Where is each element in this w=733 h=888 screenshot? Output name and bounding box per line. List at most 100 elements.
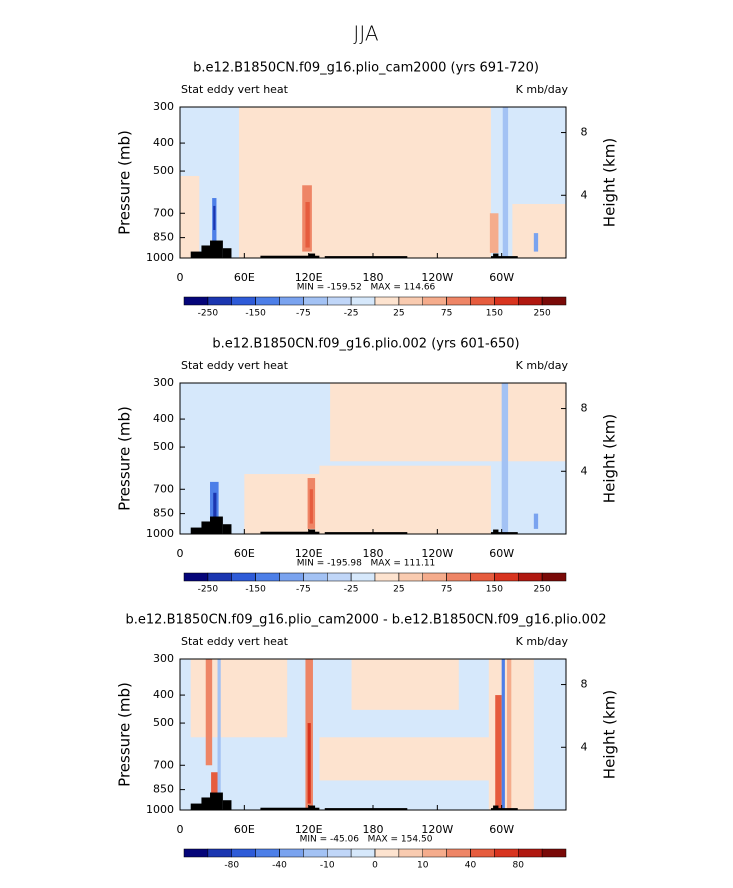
colorbar-label: 0 (372, 861, 378, 871)
contour-region (211, 772, 220, 805)
colorbar-box (446, 572, 471, 582)
left-label: Stat eddy vert heat (181, 359, 289, 372)
y-tick-label: 700 (153, 482, 174, 495)
topography (490, 256, 518, 258)
topography (222, 800, 232, 810)
contour-region (305, 202, 310, 248)
x-tick-label: 60W (489, 547, 514, 560)
y2-tick-label: 8 (581, 678, 588, 691)
y-tick-label: 500 (153, 164, 174, 177)
colorbar-box (231, 572, 256, 582)
topography (490, 808, 518, 810)
colorbar-label: -25 (344, 309, 359, 319)
x-tick-label: 0 (177, 823, 184, 836)
colorbar-label: 25 (393, 309, 404, 319)
y2-tick-label: 8 (581, 402, 588, 415)
colorbar-label: 25 (393, 585, 404, 595)
colorbar-box (183, 296, 209, 306)
contour-region (489, 213, 499, 253)
colorbar-box (350, 572, 376, 582)
colorbar-box (518, 572, 543, 582)
y-tick-label: 300 (153, 100, 174, 113)
x-tick-label: 180 (363, 547, 384, 560)
colorbar-box (494, 572, 519, 582)
x-tick-label: 180 (363, 823, 384, 836)
panel-title: b.e12.B1850CN.f09_g16.plio_cam2000 (yrs … (193, 61, 539, 76)
topography (210, 792, 223, 810)
contour-region (330, 383, 566, 462)
colorbar-box (279, 572, 304, 582)
contour-region (180, 175, 200, 258)
topography (260, 255, 320, 258)
colorbar-box (327, 572, 352, 582)
topography (190, 527, 207, 534)
contour-region (309, 489, 313, 524)
contour-region (213, 492, 217, 518)
colorbar-box (350, 296, 376, 306)
colorbar-label: 75 (441, 585, 452, 595)
colorbar-label: -80 (224, 861, 239, 871)
x-tick-label: 60E (234, 547, 255, 560)
y-tick-label: 500 (153, 716, 174, 729)
contour-region (533, 513, 539, 529)
contour-region (351, 659, 459, 710)
colorbar-box (183, 572, 209, 582)
colorbar-box (374, 572, 400, 582)
colorbar-label: -250 (198, 309, 219, 319)
colorbar-box (398, 296, 423, 306)
x-tick-label: 120W (421, 547, 453, 560)
colorbar-box (422, 296, 447, 306)
y-tick-label: 300 (153, 376, 174, 389)
contour-region (502, 107, 509, 258)
x-tick-label: 180 (363, 271, 384, 284)
x-tick-label: 60W (489, 271, 514, 284)
topography (493, 253, 499, 258)
topography (190, 803, 207, 810)
colorbar-box (541, 296, 567, 306)
x-tick-label: 120E (295, 823, 323, 836)
contour-region (501, 659, 505, 810)
y-tick-label: 850 (153, 783, 174, 796)
min-max: MIN = -45.06 MAX = 154.50 (300, 835, 433, 845)
colorbar-label: -250 (198, 585, 219, 595)
colorbar-box (494, 296, 519, 306)
contour-region (244, 474, 320, 534)
y2-axis-label: Height (km) (601, 138, 619, 227)
contour-region (217, 659, 221, 797)
contour-region (533, 233, 539, 252)
colorbar-label: 75 (441, 309, 452, 319)
colorbar-box (303, 848, 328, 858)
y-tick-label: 1000 (146, 803, 174, 816)
y-tick-label: 700 (153, 758, 174, 771)
y-axis-label: Pressure (mb) (116, 130, 134, 235)
topography (308, 253, 316, 258)
contour-region (495, 695, 502, 810)
topography (260, 807, 320, 810)
y-tick-label: 500 (153, 440, 174, 453)
colorbar-box (494, 848, 519, 858)
colorbar-label: 250 (534, 585, 551, 595)
colorbar-box (422, 572, 447, 582)
colorbar-box (398, 572, 423, 582)
y-tick-label: 300 (153, 652, 174, 665)
colorbar-label: -40 (272, 861, 287, 871)
colorbar-box (470, 848, 495, 858)
colorbar-label: -150 (245, 309, 266, 319)
y2-tick-label: 4 (581, 740, 588, 753)
contour-region (190, 659, 288, 738)
colorbar-box (470, 296, 495, 306)
colorbar-box (231, 848, 256, 858)
contour-region (512, 203, 566, 258)
y-tick-label: 850 (153, 231, 174, 244)
colorbar-label: 150 (486, 585, 503, 595)
colorbar-box (207, 572, 232, 582)
contour-region (501, 383, 509, 534)
x-tick-label: 120E (295, 271, 323, 284)
colorbar-label: 40 (465, 861, 477, 871)
colorbar-box (350, 848, 376, 858)
colorbar-label: 10 (417, 861, 429, 871)
x-tick-label: 60E (234, 823, 255, 836)
left-label: Stat eddy vert heat (181, 635, 289, 648)
right-label: K mb/day (516, 635, 569, 648)
